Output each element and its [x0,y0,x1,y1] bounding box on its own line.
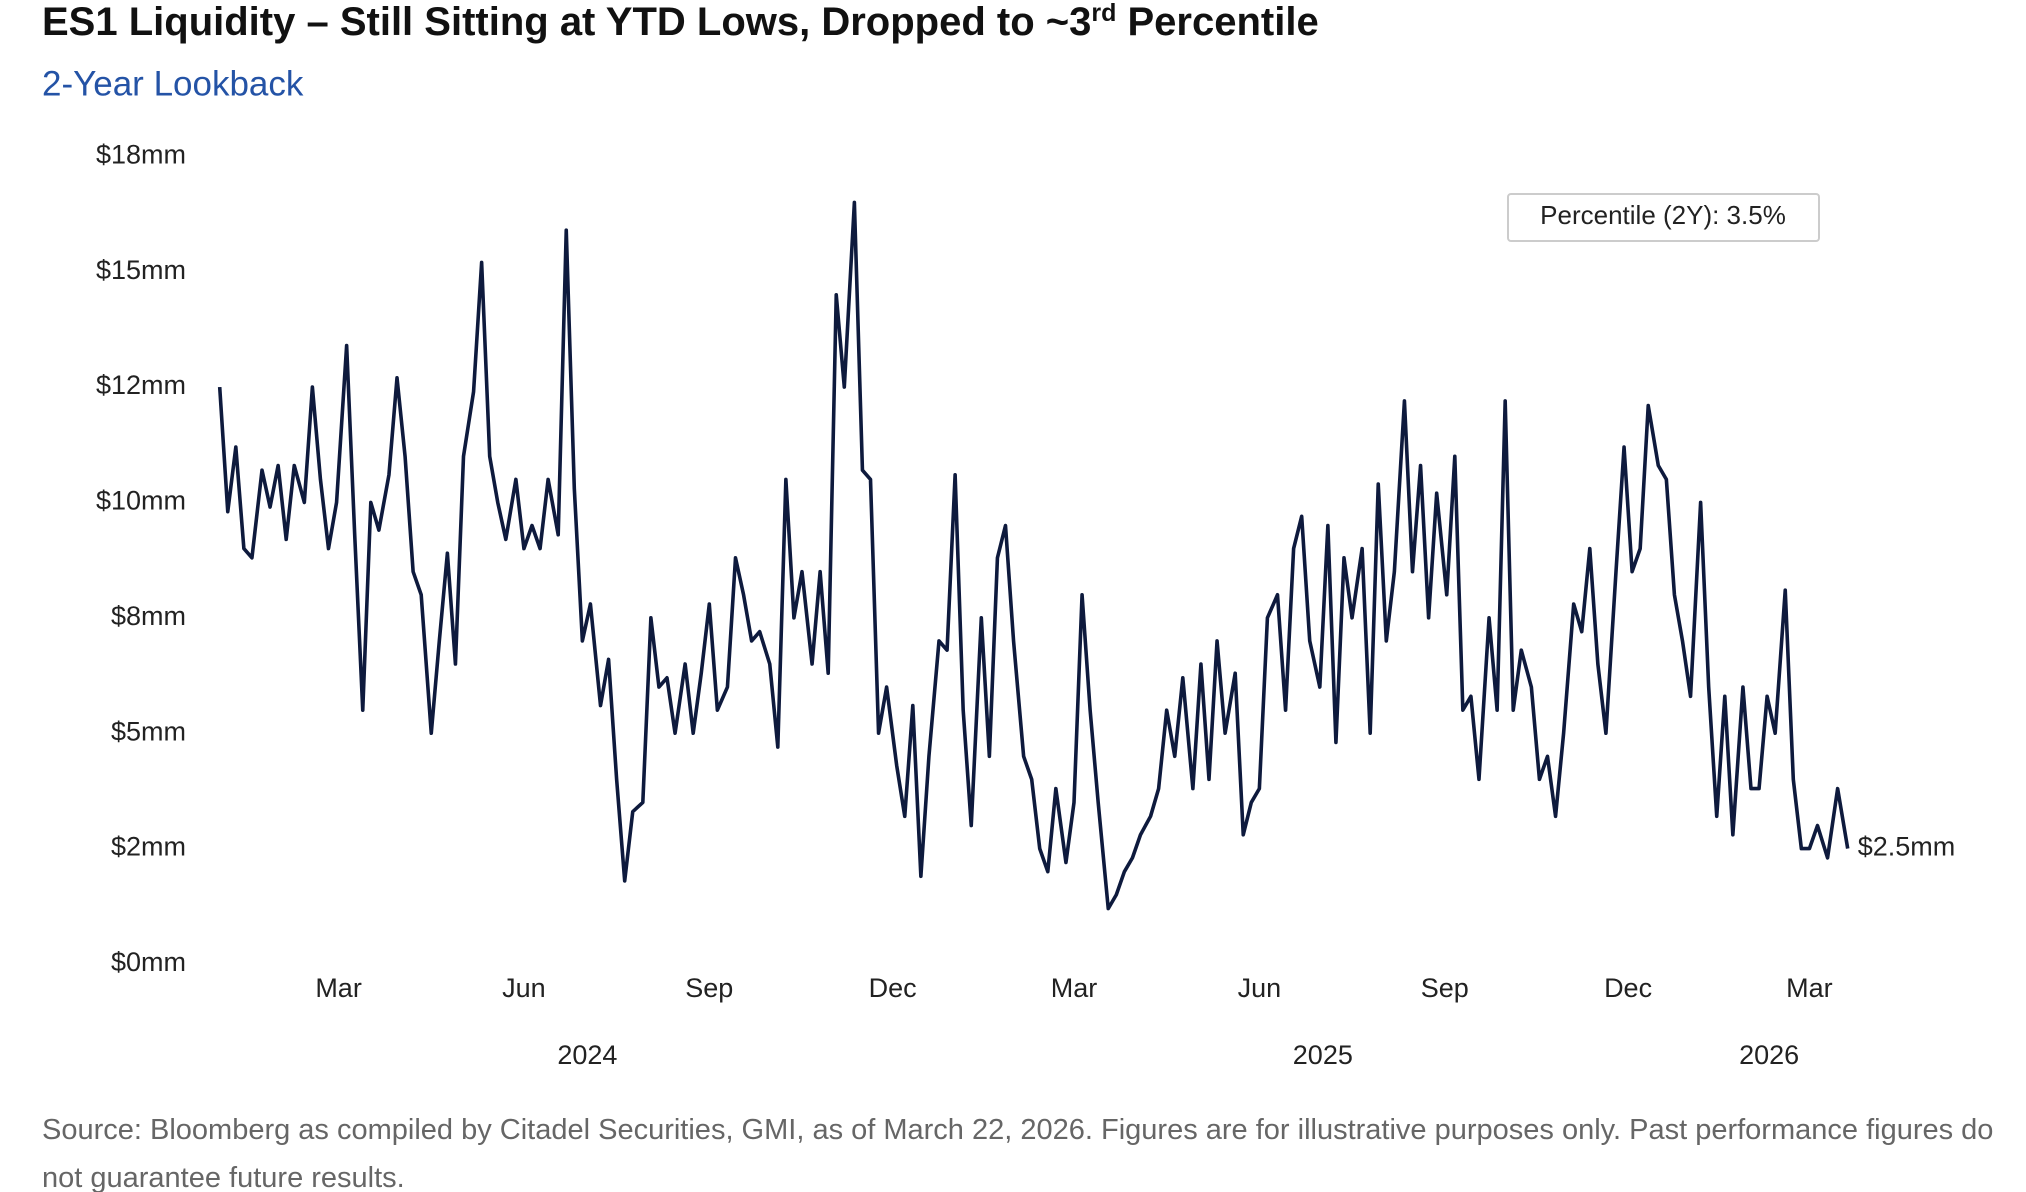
y-tick-label: $15mm [96,255,186,285]
y-tick-label: $8mm [111,601,186,631]
x-tick-label: Dec [869,973,917,1003]
source-note: Source: Bloomberg as compiled by Citadel… [42,1114,1994,1192]
chart-title: ES1 Liquidity – Still Sitting at YTD Low… [42,0,1319,44]
y-tick-label: $2mm [111,832,186,862]
x-tick-label: Mar [315,973,362,1003]
y-tick-label: $12mm [96,370,186,400]
x-tick-label: Mar [1786,973,1833,1003]
year-label: 2024 [557,1040,617,1070]
y-tick-label: $18mm [96,139,186,169]
x-tick-label: Sep [1421,973,1469,1003]
x-tick-label: Sep [685,973,733,1003]
data-line [217,200,1850,911]
x-tick-label: Dec [1604,973,1652,1003]
title-part: ES1 Liquidity – Still Sitting at YTD Low… [42,0,1091,44]
end-label: $2.5mm [1858,832,1956,862]
title-superscript: rd [1091,0,1116,27]
year-label: 2026 [1739,1040,1799,1070]
annotation-box [1507,193,1820,242]
chart: ES1 Liquidity – Still Sitting at YTD Low… [42,0,1956,1070]
year-label: 2025 [1293,1040,1353,1070]
y-tick-label: $0mm [111,947,186,977]
y-tick-label: $10mm [96,486,186,516]
y-tick-label: $5mm [111,716,186,746]
x-tick-label: Jun [1238,973,1282,1003]
x-tick-label: Jun [502,973,546,1003]
annotation: Percentile (2Y): 3.5% [1540,200,1786,230]
x-tick-label: Mar [1051,973,1098,1003]
title-part: Percentile [1116,0,1318,44]
chart-subtitle: 2-Year Lookback [42,64,304,103]
